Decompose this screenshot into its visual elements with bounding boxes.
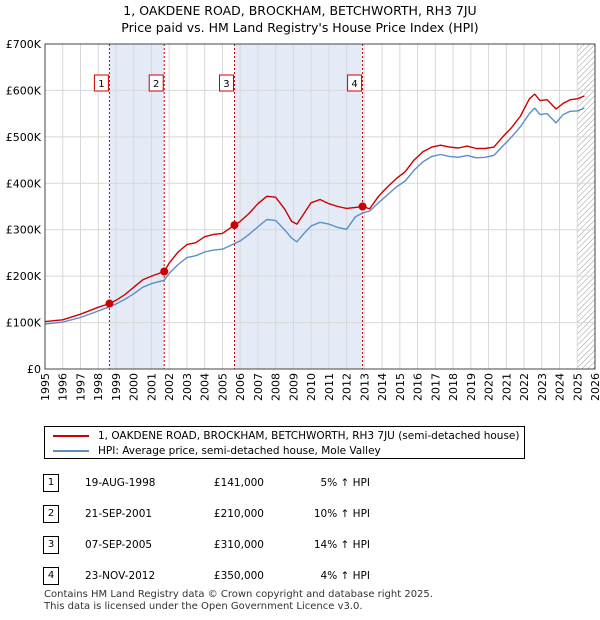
- sale-number-badge: 4: [43, 567, 59, 585]
- table-row: 1 19-AUG-1998 £141,000 5% ↑ HPI: [0, 474, 600, 492]
- x-tick-label: 2026: [589, 373, 600, 401]
- x-tick-label: 2016: [412, 373, 425, 401]
- x-tick-label: 2010: [305, 373, 318, 401]
- x-tick-label: 1995: [39, 373, 52, 401]
- sale-price: £210,000: [213, 508, 264, 520]
- x-tick-label: 2008: [270, 373, 283, 401]
- x-tick-label: 2006: [234, 373, 247, 401]
- x-tick-label: 2015: [394, 373, 407, 401]
- sale-hpi-change: 4% ↑ HPI: [320, 570, 370, 582]
- hpi-line: [44, 107, 585, 325]
- x-tick-label: 1998: [92, 373, 105, 401]
- sale-number-badge: 2: [43, 505, 59, 523]
- x-tick-label: 2011: [323, 373, 336, 401]
- footer-licence: This data is licensed under the Open Gov…: [44, 601, 363, 612]
- sale-date: 19-AUG-1998: [85, 477, 156, 489]
- x-tick-label: 2009: [287, 373, 300, 401]
- x-tick-label: 2004: [199, 373, 212, 401]
- x-tick-label: 2005: [216, 373, 229, 401]
- chart-title: 1, OAKDENE ROAD, BROCKHAM, BETCHWORTH, R…: [0, 2, 600, 36]
- x-tick-label: 2021: [500, 373, 513, 401]
- sale-price: £310,000: [213, 539, 264, 551]
- legend-swatch-hpi: [53, 450, 89, 452]
- x-tick-label: 2000: [128, 373, 141, 401]
- legend: 1, OAKDENE ROAD, BROCKHAM, BETCHWORTH, R…: [44, 426, 525, 459]
- table-row: 3 07-SEP-2005 £310,000 14% ↑ HPI: [0, 536, 600, 554]
- x-tick-label: 2014: [376, 373, 389, 401]
- x-tick-label: 2013: [358, 373, 371, 401]
- sale-hpi-change: 5% ↑ HPI: [320, 477, 370, 489]
- chart-title-line-2: Price paid vs. HM Land Registry's House …: [121, 20, 479, 35]
- x-tick-label: 2003: [181, 373, 194, 401]
- y-tick-label: £400K: [6, 177, 42, 190]
- x-tick-label: 2017: [429, 373, 442, 401]
- sale-marker-box: [93, 74, 109, 92]
- table-row: 4 23-NOV-2012 £350,000 4% ↑ HPI: [0, 567, 600, 585]
- sale-marker-label: 2: [153, 79, 159, 90]
- x-tick-label: 2012: [341, 373, 354, 401]
- sale-number-badge: 3: [43, 536, 59, 554]
- legend-label-property: 1, OAKDENE ROAD, BROCKHAM, BETCHWORTH, R…: [98, 430, 520, 442]
- x-tick-label: 1997: [74, 373, 87, 401]
- sale-price: £141,000: [213, 477, 264, 489]
- legend-item-hpi: HPI: Average price, semi-detached house,…: [53, 444, 381, 458]
- y-tick-label: £700K: [6, 38, 42, 51]
- sale-point: [358, 202, 367, 211]
- y-tick-label: £600K: [6, 84, 42, 97]
- sale-point: [105, 299, 114, 308]
- sale-point: [230, 221, 239, 230]
- y-tick-label: £200K: [6, 270, 42, 283]
- sale-marker-label: 3: [223, 79, 229, 90]
- footer-copyright: Contains HM Land Registry data © Crown c…: [44, 589, 433, 600]
- shaded-period: [109, 44, 165, 369]
- legend-swatch-property: [53, 435, 89, 437]
- x-tick-label: 2020: [483, 373, 496, 401]
- sale-marker-box: [347, 74, 363, 92]
- sale-point: [160, 267, 169, 276]
- chart-title-line-1: 1, OAKDENE ROAD, BROCKHAM, BETCHWORTH, R…: [123, 3, 477, 18]
- legend-item-property: 1, OAKDENE ROAD, BROCKHAM, BETCHWORTH, R…: [53, 429, 520, 443]
- sale-date: 23-NOV-2012: [85, 570, 156, 582]
- legend-label-hpi: HPI: Average price, semi-detached house,…: [98, 445, 381, 457]
- x-tick-label: 2002: [163, 373, 176, 401]
- sale-number-badge: 1: [43, 474, 59, 492]
- sale-marker-box: [218, 74, 234, 92]
- y-tick-label: £300K: [6, 224, 42, 237]
- sale-hpi-change: 14% ↑ HPI: [313, 539, 370, 551]
- x-tick-label: 1996: [57, 373, 70, 401]
- x-tick-label: 2023: [536, 373, 549, 401]
- sale-date: 21-SEP-2001: [85, 508, 153, 520]
- x-tick-label: 2022: [518, 373, 531, 401]
- x-tick-label: 2007: [252, 373, 265, 401]
- sale-marker-label: 4: [351, 79, 357, 90]
- y-tick-label: £500K: [6, 131, 42, 144]
- y-tick-label: £0: [27, 363, 41, 376]
- sale-date: 07-SEP-2005: [85, 539, 153, 551]
- sale-marker-box: [148, 74, 164, 92]
- x-tick-label: 1999: [110, 373, 123, 401]
- x-tick-label: 2024: [554, 373, 567, 401]
- shaded-period: [234, 44, 363, 369]
- table-row: 2 21-SEP-2001 £210,000 10% ↑ HPI: [0, 505, 600, 523]
- x-tick-label: 2019: [465, 373, 478, 401]
- x-tick-label: 2001: [145, 373, 158, 401]
- plot-frame: [44, 43, 596, 370]
- footer: Contains HM Land Registry data © Crown c…: [44, 589, 433, 613]
- sale-price: £350,000: [213, 570, 264, 582]
- y-tick-label: £100K: [6, 317, 42, 330]
- price-chart: 1 2 3 4 £0 £100K £200K £300K £400K £500K £600K £70…: [6, 38, 600, 401]
- x-tick-label: 2018: [447, 373, 460, 401]
- sale-marker-label: 1: [98, 79, 104, 90]
- forecast-hatch: [577, 44, 595, 369]
- sale-hpi-change: 10% ↑ HPI: [313, 508, 370, 520]
- x-tick-label: 2025: [571, 373, 584, 401]
